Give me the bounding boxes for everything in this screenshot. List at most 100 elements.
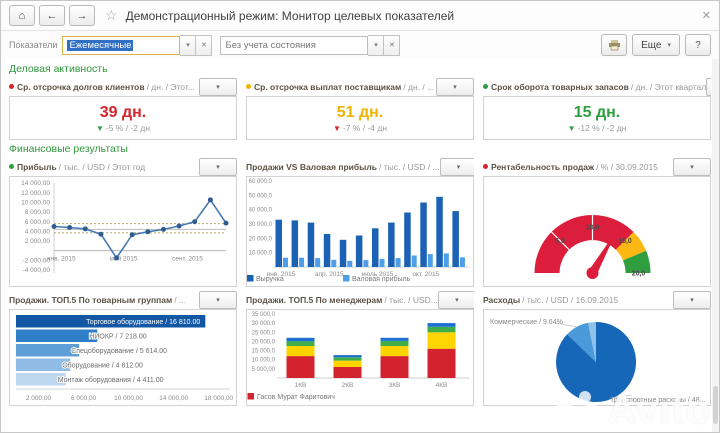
- chart-units: / тыс. / USD / 16.09.2015: [522, 294, 619, 305]
- svg-text:60 000,0: 60 000,0: [249, 179, 273, 185]
- kpi-title: Ср. отсрочка выплат поставщикам: [254, 81, 402, 92]
- svg-text:35 000,0: 35 000,0: [252, 312, 276, 318]
- state-dropdown-icon[interactable]: ▾: [368, 34, 385, 56]
- period-clear-icon[interactable]: ✕: [196, 34, 213, 56]
- filter-toolbar: Показатели Ежемесячные ▾ ✕ Без учета сос…: [1, 31, 719, 59]
- kpi-dropdown-button[interactable]: ▾: [199, 77, 237, 96]
- svg-text:18 000,00: 18 000,00: [204, 395, 233, 402]
- chart-title: Продажи VS Валовая прибыль: [246, 161, 378, 172]
- profit-line-chart-panel[interactable]: 14 000,00 12 000,00 10 000,00 8 000,00 6 000…: [9, 176, 237, 287]
- svg-text:10 000,0: 10 000,0: [249, 251, 273, 257]
- kpi-dropdown-button[interactable]: ▾: [706, 77, 711, 96]
- chevron-down-icon: ▾: [456, 163, 461, 171]
- svg-text:4 000,00: 4 000,00: [25, 229, 51, 236]
- kpi-header-stock-turnover: Срок оборота товарных запасов / дн. / Эт…: [483, 77, 711, 96]
- svg-text:Монтаж оборудования / 4 411.00: Монтаж оборудования / 4 411.00: [58, 376, 164, 384]
- svg-text:Торговое оборудование / 16 810: Торговое оборудование / 16 810.00: [86, 318, 200, 326]
- chart-dropdown-button[interactable]: ▾: [437, 290, 474, 309]
- chart-dropdown-button[interactable]: ▾: [439, 157, 474, 176]
- title-bar: ⌂ ← → ☆ Демонстрационный режим: Монитор …: [1, 1, 719, 31]
- chart-title: Расходы: [483, 294, 521, 305]
- help-button[interactable]: ?: [685, 34, 711, 56]
- chart-dropdown-button[interactable]: ▾: [199, 157, 237, 176]
- chart-dropdown-button[interactable]: ▾: [199, 290, 237, 309]
- scrollbar-thumb[interactable]: [713, 386, 718, 424]
- svg-text:июль 2015: июль 2015: [362, 271, 394, 278]
- state-clear-icon[interactable]: ✕: [384, 34, 401, 56]
- svg-text:-4 000,00: -4 000,00: [23, 267, 51, 274]
- home-icon: ⌂: [18, 9, 26, 22]
- sales-vs-gross-bar-chart[interactable]: 60 000,0 50 000,0 40 000,0 30 000,0 20 000,0…: [247, 177, 473, 286]
- top-managers-stacked-chart[interactable]: 35 000,0 30 000,0 25 000,0 20 000,0 15 000,0…: [247, 310, 473, 405]
- favorite-star-icon[interactable]: ☆: [105, 7, 118, 23]
- period-dropdown-icon[interactable]: ▾: [180, 34, 197, 56]
- chart-title: Прибыль: [17, 161, 57, 172]
- chevron-down-icon: ▾: [690, 163, 694, 171]
- svg-text:Коммерческие / 9.64%: Коммерческие / 9.64%: [490, 319, 563, 326]
- svg-text:2 000,00: 2 000,00: [26, 395, 52, 402]
- kpi-delta: ▼ -7 % / -4 дн: [333, 123, 387, 133]
- chart-header-expenses: Расходы / тыс. / USD / 16.09.2015 ▾: [483, 290, 711, 309]
- trend-down-icon: ▼: [567, 123, 576, 133]
- status-bullet: [246, 84, 251, 89]
- printer-icon: [608, 39, 620, 50]
- svg-text:10 000,0: 10 000,0: [252, 358, 276, 364]
- dashboard-content: Деловая активность Ср. отсрочка долгов к…: [1, 59, 719, 406]
- margin-gauge-chart[interactable]: 5,0 10,0 15,0 20,0: [484, 177, 710, 286]
- svg-text:май 2015: май 2015: [110, 255, 138, 263]
- state-combo[interactable]: Без учета состояния ▾ ✕: [220, 34, 401, 56]
- chevron-down-icon: ▾: [690, 296, 694, 304]
- margin-gauge-panel[interactable]: 5,0 10,0 15,0 20,0: [483, 176, 711, 287]
- expenses-pie-chart[interactable]: Коммерческие / 9.64% Транспортные расходы…: [484, 310, 710, 405]
- top-products-hbar-chart-panel[interactable]: Торговое оборудование / 16 810.00 НИОКР /…: [9, 309, 237, 406]
- print-button[interactable]: [601, 34, 628, 56]
- more-button[interactable]: Еще ▾: [632, 34, 680, 56]
- forward-icon: →: [76, 9, 88, 22]
- chart-units: / ...: [174, 294, 187, 305]
- chart-title: Продажи. ТОП.5 По товарным группам: [9, 294, 173, 305]
- kpi-dropdown-button[interactable]: ▾: [436, 77, 474, 96]
- svg-text:НИОКР / 7 218.00: НИОКР / 7 218.00: [89, 334, 146, 341]
- expenses-pie-chart-panel[interactable]: Коммерческие / 9.64% Транспортные расходы…: [483, 309, 711, 406]
- svg-text:янв. 2015: янв. 2015: [47, 256, 76, 263]
- chart-dropdown-button[interactable]: ▾: [673, 290, 711, 309]
- status-bullet: [483, 84, 488, 89]
- chart-dropdown-button[interactable]: ▾: [673, 157, 711, 176]
- kpi-card-stock-turnover[interactable]: 15 дн. ▼ -12 % / -2 дн: [483, 96, 711, 140]
- chart-units: / тыс. / USD...: [384, 294, 438, 305]
- kpi-delta-text: -12 % / -2 дн: [577, 122, 627, 133]
- forward-button[interactable]: →: [69, 5, 95, 26]
- svg-text:-2 000,00: -2 000,00: [23, 258, 51, 265]
- chevron-down-icon: ▾: [216, 163, 220, 171]
- kpi-card-supplier-payments[interactable]: 51 дн. ▼ -7 % / -4 дн: [246, 96, 474, 140]
- svg-text:апр. 2015: апр. 2015: [315, 271, 344, 278]
- chart-title: Рентабельность продаж: [491, 161, 595, 172]
- chart-units: / тыс. / USD / Этот год: [58, 161, 146, 172]
- kpi-delta-text: -5 % / -2 дн: [105, 122, 151, 133]
- kpi-units: / дн. / Этот...: [146, 81, 195, 92]
- kpi-delta-text: -7 % / -4 дн: [342, 122, 388, 133]
- svg-text:6 000,00: 6 000,00: [71, 395, 97, 402]
- back-button[interactable]: ←: [39, 5, 65, 26]
- home-button[interactable]: ⌂: [9, 5, 35, 26]
- svg-text:30 000,0: 30 000,0: [249, 222, 273, 228]
- top-products-hbar-chart[interactable]: Торговое оборудование / 16 810.00 НИОКР /…: [10, 310, 236, 405]
- svg-text:сент. 2015: сент. 2015: [172, 256, 203, 263]
- chevron-down-icon: ▾: [216, 83, 220, 91]
- kpi-units: / дн. / ...: [403, 81, 435, 92]
- trend-down-icon: ▼: [332, 123, 341, 133]
- svg-text:14 000,00: 14 000,00: [159, 395, 188, 402]
- sales-vs-gross-bar-chart-panel[interactable]: 60 000,0 50 000,0 40 000,0 30 000,0 20 000,0…: [246, 176, 474, 287]
- svg-text:10,0: 10,0: [586, 225, 600, 232]
- period-combo[interactable]: Ежемесячные ▾ ✕: [62, 34, 213, 56]
- svg-text:Валовая прибыль: Валовая прибыль: [352, 275, 411, 283]
- top-managers-stacked-chart-panel[interactable]: 35 000,0 30 000,0 25 000,0 20 000,0 15 000,0…: [246, 309, 474, 406]
- kpi-card-client-debt[interactable]: 39 дн. ▼ -5 % / -2 дн: [9, 96, 237, 140]
- vertical-scrollbar[interactable]: [712, 59, 719, 432]
- svg-text:Спецоборудование / 5 614.00: Спецоборудование / 5 614.00: [71, 347, 167, 355]
- chart-header-profit: Прибыль / тыс. / USD / Этот год ▾: [9, 157, 237, 176]
- indicators-label: Показатели: [9, 40, 58, 50]
- close-icon[interactable]: ✕: [701, 10, 711, 22]
- profit-line-chart[interactable]: 14 000,00 12 000,00 10 000,00 8 000,00 6 000…: [10, 177, 236, 286]
- chart-units: / % / 30.09.2015: [596, 161, 658, 172]
